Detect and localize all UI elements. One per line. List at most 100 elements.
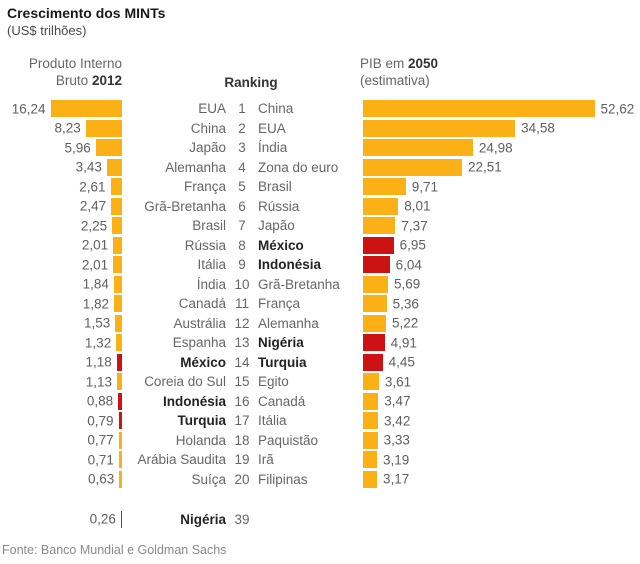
gdp-2012-bar-cell: 2,01 [0,256,122,273]
gdp-2012-value: 0,88 [86,393,114,409]
gdp-2050-bar [363,256,390,273]
gdp-2012-bar [115,314,122,332]
gdp-2012-bar-cell: 2,47 [0,197,122,215]
gdp-2012-country: EUA [198,101,226,116]
gdp-2050-value: 5,22 [391,315,419,331]
gdp-2012-bar-cell: 2,25 [0,217,122,234]
header-gdp-2012-line1: Produto Interno [28,56,122,71]
gdp-2050-bar-cell: 34,58 [363,119,640,137]
gdp-2012-bar-cell: 0,71 [0,451,122,468]
gdp-2050-value: 3,17 [382,471,410,487]
rank-number: 6 [238,198,246,214]
gdp-2050-bar [363,412,379,429]
gdp-2050-value: 4,45 [388,354,415,370]
chart-row: 1,18 México 14 Turquia 4,45 [0,353,640,371]
gdp-2050-bar-cell: 8,01 [363,197,640,215]
gdp-2050-country: Rússia [258,198,300,214]
gdp-2012-bar-cell: 1,32 [0,334,122,351]
gdp-2050-bar-cell: 3,47 [363,392,640,410]
gdp-2012-value: 1,84 [82,276,109,292]
chart-row: 0,77 Holanda 18 Paquistão 3,33 [0,431,640,449]
header-gdp-2012: Produto Interno Bruto 2012 [0,55,122,89]
gdp-2050-bar [363,119,516,137]
gdp-2012-bar [113,236,122,254]
gdp-2012-country: China [190,120,226,136]
gdp-2012-value: 2,01 [81,257,109,272]
gdp-2050-bar-cell: 4,91 [363,334,640,351]
gdp-2012-value: 5,96 [64,140,91,155]
chart-row: 1,32 Espanha 13 Nigéria 4,91 [0,334,640,351]
gdp-2012-bar [120,510,122,528]
rank-number: 11 [234,296,249,311]
chart-row: 1,84 Índia 10 Grã-Bretanha 5,69 [0,275,640,293]
rank-number: 18 [234,432,250,448]
gdp-2050-country: Brasil [258,179,292,194]
gdp-2050-bar-cell: 52,62 [363,100,640,117]
gdp-2050-value: 6,95 [399,237,426,253]
gdp-2050-value: 34,58 [521,120,555,136]
gdp-2012-bar [118,412,122,429]
gdp-2050-bar [363,100,595,117]
gdp-2012-value: 16,24 [11,101,46,116]
gdp-2012-value: 1,53 [84,315,111,331]
gdp-2012-country: Austrália [173,315,226,331]
gdp-2050-bar-cell: 5,36 [363,295,640,312]
gdp-2012-value: 1,13 [85,374,113,389]
gdp-2012-bar [118,392,122,410]
rank-number: 4 [238,159,246,175]
gdp-2012-country: Espanha [172,335,226,350]
source-note: Fonte: Banco Mundial e Goldman Sachs [2,543,227,557]
gdp-2050-country: Alemanha [258,315,319,331]
gdp-2050-value: 4,91 [390,335,417,350]
gdp-2012-bar [106,158,122,176]
gdp-2050-bar [363,295,387,312]
gdp-2012-country: Rússia [184,237,226,253]
rank-number: 19 [234,452,250,467]
header-gdp-2050-line1: PIB em 2050 [360,56,439,71]
gdp-2012-bar-cell: 0,88 [0,392,122,410]
gdp-2012-value: 2,01 [81,237,109,253]
gdp-2050-country: Itália [258,413,287,428]
gdp-2050-value: 3,47 [384,393,411,409]
gdp-2050-country: Indonésia [258,257,322,272]
gdp-2012-country: Arábia Saudita [137,452,226,467]
gdp-2050-country: Filipinas [258,471,308,487]
gdp-2050-bar [363,197,399,215]
gdp-2012-country: Japão [189,140,226,155]
gdp-2050-bar [363,314,386,332]
gdp-2012-value: 0,63 [87,471,115,487]
gdp-2012-country: França [183,179,226,194]
gdp-2050-bar [363,451,378,468]
gdp-2050-bar [363,236,394,254]
rank-number: 3 [238,140,246,155]
gdp-2050-bar-cell: 24,98 [363,139,640,156]
gdp-2012-value: 1,82 [82,296,109,311]
gdp-2050-country: Nigéria [258,335,304,350]
chart-row: 1,82 Canadá 11 França 5,36 [0,295,640,312]
gdp-2050-bar-cell: 3,42 [363,412,640,429]
gdp-2050-country: EUA [258,120,286,136]
gdp-2050-value: 5,36 [392,296,419,311]
gdp-2050-value: 5,69 [394,276,421,292]
gdp-2050-value: 52,62 [600,101,635,116]
gdp-2050-value: 24,98 [478,140,513,155]
gdp-2050-country: Turquia [258,354,307,370]
gdp-2012-bar-cell: 1,82 [0,295,122,312]
gdp-2050-country: Irã [258,452,274,467]
rank-number: 8 [238,237,246,253]
chart-row: 2,01 Itália 9 Indonésia 6,04 [0,256,640,273]
rank-number: 13 [234,335,250,350]
chart-row: 2,61 França 5 Brasil 9,71 [0,178,640,195]
gdp-2050-bar-cell: 3,33 [363,431,640,449]
gdp-2050-value: 9,71 [411,179,438,194]
rank-number: 10 [234,276,250,292]
gdp-2012-bar-cell: 1,18 [0,353,122,371]
rank-number: 20 [234,471,250,487]
rank-number: 14 [234,354,250,370]
gdp-2012-country: Brasil [192,218,226,233]
gdp-2012-value: 2,61 [79,179,106,194]
chart-row: 3,43 Alemanha 4 Zona do euro 22,51 [0,158,640,176]
header-gdp-2050-line2: (estimativa) [360,73,430,88]
gdp-2012-bar [117,373,122,390]
gdp-2012-country: Nigéria [180,511,226,527]
